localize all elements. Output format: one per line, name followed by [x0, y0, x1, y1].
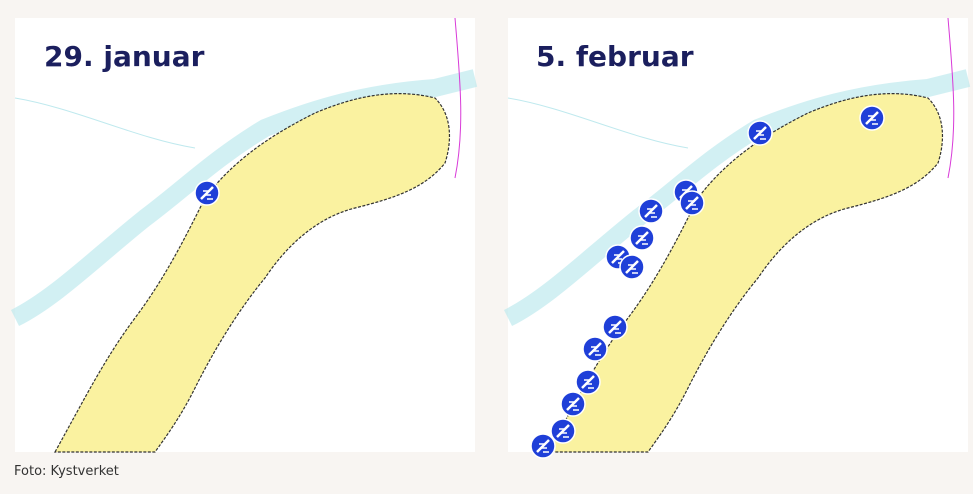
panel-title: 29. januar	[44, 40, 205, 73]
caption: Foto: Kystverket	[14, 464, 119, 479]
panel-title: 5. februar	[536, 40, 694, 73]
map-left	[15, 18, 475, 452]
maps: 29. januar 5. februar	[0, 0, 973, 460]
icons-left	[193, 179, 221, 207]
